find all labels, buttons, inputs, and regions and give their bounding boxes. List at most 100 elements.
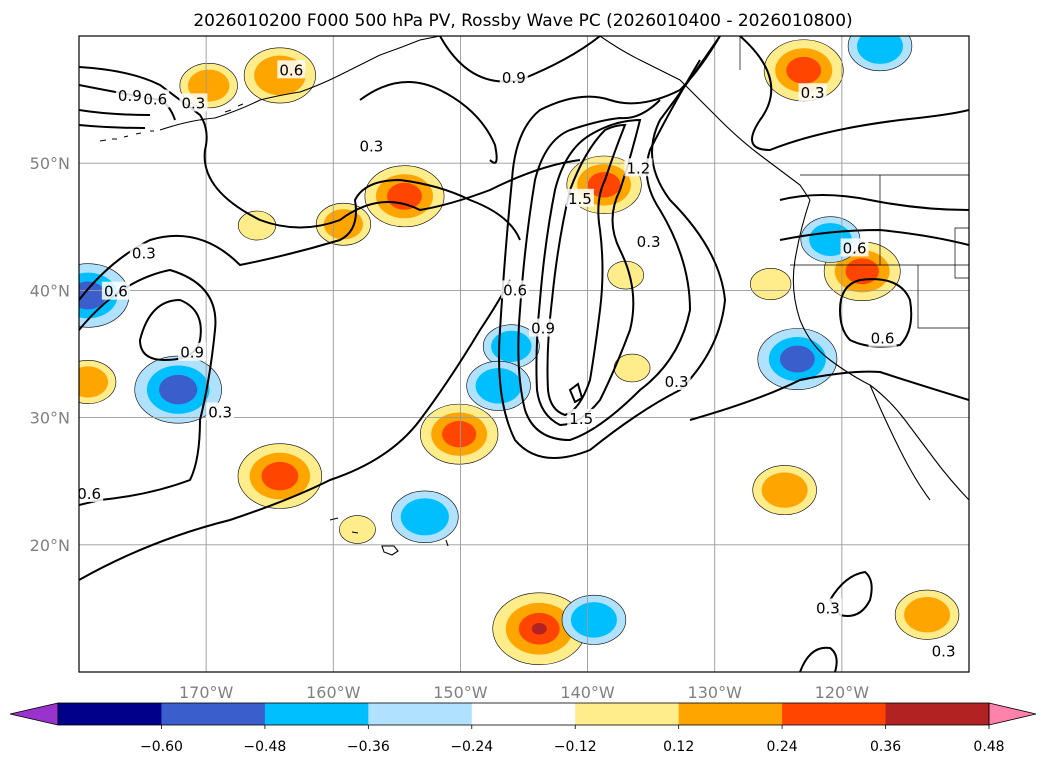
contour-label-bg [499, 67, 528, 86]
colorbar-tick-label: −0.60 [140, 739, 183, 755]
colorbar-tick-label: −0.48 [243, 739, 286, 755]
pv-contour-trough-mid [517, 59, 701, 442]
pc-anomaly-level [387, 182, 422, 210]
pc-anomaly-blob [339, 515, 376, 544]
pc-anomaly-blob [847, 36, 913, 72]
contour-label: 0.3 [801, 84, 825, 102]
pc-anomaly-level [857, 36, 903, 64]
contour-label-bg [79, 483, 104, 502]
colorbar-segment [161, 703, 266, 725]
contour-label: 0.9 [531, 320, 555, 338]
pv-contour-0.3-wave [79, 178, 521, 301]
colorbar-tick-label: 0.48 [973, 739, 1004, 755]
colorbar-tick-label: −0.36 [347, 739, 390, 755]
longitude-label: 160°W [306, 683, 361, 702]
colorbar-extend-low [9, 702, 59, 726]
pc-anomaly-level [79, 281, 106, 310]
contour-label-bg [178, 342, 207, 361]
longitude-labels: 170°W 160°W 150°W 140°W 130°W 120°W [179, 683, 869, 702]
pc-anomaly-blob [391, 490, 459, 543]
contour-label: 0.3 [637, 233, 661, 251]
pc-anomaly-level [261, 461, 299, 491]
pc-anomaly-level [531, 622, 547, 635]
pc-anomaly-blob [757, 328, 838, 390]
state-borders [790, 175, 969, 329]
contour-label-bg [357, 136, 386, 155]
colorbar-frame [57, 702, 990, 726]
pc-anomaly-blob [237, 210, 277, 241]
latitude-label: 40°N [30, 281, 70, 300]
pc-anomaly-blob [482, 324, 540, 369]
pc-anomaly-level [750, 268, 792, 301]
pc-anomaly-blob [134, 355, 222, 424]
pc-anomaly-level [570, 602, 617, 638]
pc-anomaly-level [159, 374, 198, 405]
latitude-label: 20°N [30, 536, 70, 555]
colorbar-extend-high [988, 702, 1037, 726]
pc-anomaly-level [779, 345, 815, 373]
contour-label: 0.6 [143, 91, 167, 109]
contour-label-bg [141, 89, 170, 108]
hawaiian-islands [329, 517, 449, 556]
pv-contour-0.3-gulf [359, 81, 498, 164]
pv-contour-0.6-left [79, 109, 151, 129]
pc-anomaly-blob [237, 443, 323, 509]
contour-label-bg [101, 281, 130, 300]
longitude-label: 130°W [688, 683, 743, 702]
contour-label: 0.3 [359, 138, 383, 156]
chart-title: 2026010200 F000 500 hPa PV, Rossby Wave … [193, 11, 852, 31]
contour-labels: 0.60.9 0.6 0.30.90.30.31.21.50.3 0.60.30.60… [79, 60, 958, 661]
contour-label: 0.6 [104, 283, 128, 301]
longitude-label: 140°W [560, 683, 615, 702]
contour-label-bg [277, 60, 306, 79]
contour-label: 0.3 [208, 404, 232, 422]
colorbar-tick-label: 0.12 [663, 739, 694, 755]
colorbar-segment [575, 703, 680, 725]
pv-contour-trough-inner [535, 118, 642, 427]
colorbar-segment [678, 703, 783, 725]
pv-contour-0.3-canada [779, 194, 969, 246]
contour-label: 1.2 [626, 159, 650, 177]
contour-label-bg [634, 232, 663, 251]
contour-label-bg [501, 280, 530, 299]
map-frame [78, 35, 970, 673]
pc-anomaly-blob [79, 360, 117, 404]
contour-label: 0.3 [816, 599, 840, 617]
pc-anomaly-level [339, 515, 376, 544]
pc-anomaly-level [904, 597, 951, 633]
latitude-label: 50°N [30, 154, 70, 173]
contour-label: 0.9 [118, 87, 142, 105]
latitude-labels: 50°N 40°N 30°N 20°N [30, 154, 70, 555]
longitude-label: 170°W [179, 683, 234, 702]
contour-label-bg [567, 408, 596, 427]
contour-label: 0.6 [843, 239, 867, 257]
colorbar-tick-label: −0.24 [450, 739, 493, 755]
pc-anomaly-blob [750, 268, 792, 301]
colorbar-segment [368, 703, 473, 725]
contour-label: 1.5 [568, 190, 592, 208]
pv-contour-0.3-coast [689, 370, 969, 421]
latitude-label: 30°N [30, 409, 70, 428]
pv-contour-1.5-closed [568, 382, 584, 404]
contour-label-bg [129, 243, 158, 262]
contour-label-bg [179, 93, 208, 112]
pv-contour-0.9-west [138, 298, 202, 362]
political-borders [739, 36, 969, 329]
pc-anomaly-blob [561, 594, 627, 645]
pc-anomaly-level [237, 210, 277, 241]
pv-contour-0.3-north [79, 66, 581, 229]
pc-anomaly-level [442, 420, 477, 448]
pv-contour-trough-core [546, 123, 627, 417]
colorbar-tick-label: 0.24 [767, 739, 798, 755]
pc-anomaly-blob [894, 589, 960, 640]
colorbar-tick-label: 0.36 [870, 739, 901, 755]
contour-label-bg [662, 371, 691, 390]
pc-anomaly-blob [466, 360, 531, 411]
pc-anomaly-blob [420, 403, 499, 465]
pc-anomaly-blob [492, 592, 587, 666]
colorbar: −0.60 −0.48 −0.36 −0.24 −0.12 0.12 0.24 0.36 0.4… [9, 702, 1037, 755]
colorbar-segment [471, 703, 576, 725]
contour-label-bg [868, 328, 897, 347]
contour-label: 0.9 [502, 69, 526, 87]
